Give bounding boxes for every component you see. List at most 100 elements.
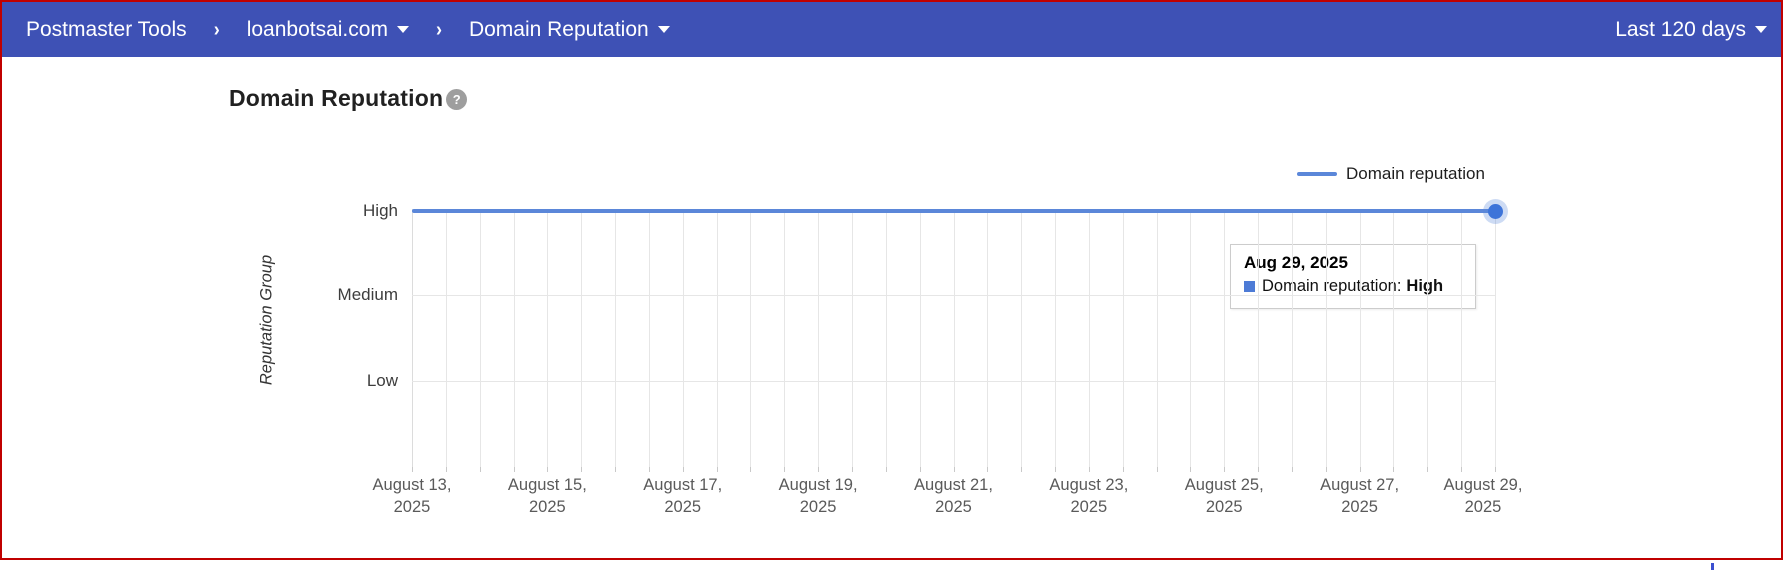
vertical-gridline bbox=[1021, 209, 1023, 467]
vertical-gridline bbox=[648, 209, 650, 467]
x-axis-tick bbox=[1021, 467, 1023, 472]
date-range-label: Last 120 days bbox=[1615, 17, 1746, 41]
vertical-gridline bbox=[1258, 209, 1260, 467]
x-axis-tick bbox=[919, 467, 921, 472]
vertical-gridline bbox=[479, 209, 481, 467]
x-axis-tick bbox=[513, 467, 515, 472]
x-axis-tick bbox=[682, 467, 684, 472]
x-axis-tick bbox=[1291, 467, 1293, 472]
vertical-gridline bbox=[885, 209, 887, 467]
vertical-gridline bbox=[716, 209, 718, 467]
domain-selector-label: loanbotsai.com bbox=[246, 17, 388, 41]
breadcrumb-separator-icon: › bbox=[435, 17, 442, 41]
x-axis-label: August 17, 2025 bbox=[643, 476, 723, 516]
x-axis-tick bbox=[1258, 467, 1260, 472]
breadcrumb-separator-icon: › bbox=[213, 17, 220, 41]
vertical-gridline bbox=[851, 209, 853, 467]
vertical-gridline bbox=[784, 209, 786, 467]
vertical-gridline bbox=[1122, 209, 1124, 467]
x-axis-tick bbox=[818, 467, 820, 472]
x-axis-tick bbox=[1461, 467, 1463, 472]
x-axis-tick bbox=[987, 467, 989, 472]
date-range-dropdown[interactable]: Last 120 days bbox=[1615, 18, 1767, 42]
vertical-gridline bbox=[1495, 209, 1496, 467]
y-axis-line bbox=[412, 209, 413, 467]
domain-selector-dropdown[interactable]: loanbotsai.com bbox=[247, 18, 409, 42]
x-axis-tick bbox=[1495, 467, 1496, 472]
x-axis-label: August 19, 2025 bbox=[778, 476, 858, 516]
legend-line-swatch bbox=[1297, 172, 1337, 176]
vertical-gridline bbox=[581, 209, 583, 467]
tooltip-date: Aug 29, 2025 bbox=[1244, 253, 1348, 272]
last-datapoint-dot bbox=[1488, 204, 1503, 219]
series-marker-icon bbox=[1244, 281, 1255, 292]
page-title-row: Domain Reputation ? bbox=[229, 85, 468, 112]
vertical-gridline bbox=[1224, 209, 1226, 467]
x-axis-tick bbox=[1359, 467, 1361, 472]
vertical-gridline bbox=[445, 209, 447, 467]
report-selector-label: Domain Reputation bbox=[468, 17, 649, 41]
report-selector-dropdown[interactable]: Domain Reputation bbox=[469, 18, 670, 42]
x-axis-tick bbox=[1122, 467, 1124, 472]
app-window: Postmaster Tools › loanbotsai.com › Doma… bbox=[0, 0, 1783, 560]
x-axis-tick bbox=[851, 467, 853, 472]
x-axis-label: August 21, 2025 bbox=[914, 476, 993, 516]
x-axis-label: August 29, 2025 bbox=[1443, 476, 1523, 516]
y-axis-label: Low bbox=[366, 371, 398, 390]
vertical-gridline bbox=[1325, 209, 1327, 467]
tooltip-series-row: Domain reputation: High bbox=[1244, 277, 1463, 296]
x-axis-tick bbox=[615, 467, 617, 472]
vertical-gridline bbox=[1461, 209, 1463, 467]
vertical-gridline bbox=[1055, 209, 1057, 467]
vertical-gridline bbox=[953, 209, 955, 467]
vertical-gridline bbox=[1427, 209, 1429, 467]
vertical-gridline bbox=[547, 209, 549, 467]
x-axis-tick bbox=[648, 467, 650, 472]
x-axis-tick bbox=[412, 467, 413, 472]
tooltip-series-label: Domain reputation: bbox=[1262, 277, 1402, 295]
breadcrumb-postmaster-tools[interactable]: Postmaster Tools bbox=[26, 18, 187, 42]
breadcrumb: Postmaster Tools › loanbotsai.com › Doma… bbox=[26, 17, 670, 42]
chevron-down-icon bbox=[396, 26, 409, 33]
x-axis-label: August 13, 2025 bbox=[372, 476, 452, 516]
x-axis-tick bbox=[1088, 467, 1090, 472]
x-axis-tick bbox=[445, 467, 447, 472]
help-icon[interactable]: ? bbox=[446, 89, 468, 110]
vertical-gridline bbox=[513, 209, 515, 467]
chart-legend: Domain reputation bbox=[1297, 164, 1485, 184]
x-axis-tick bbox=[784, 467, 786, 472]
x-axis-tick bbox=[953, 467, 955, 472]
x-axis-tick bbox=[1190, 467, 1192, 472]
top-navigation-bar: Postmaster Tools › loanbotsai.com › Doma… bbox=[2, 2, 1781, 57]
vertical-gridline bbox=[1156, 209, 1158, 467]
x-axis-label: August 23, 2025 bbox=[1049, 476, 1129, 516]
chevron-down-icon bbox=[1755, 26, 1767, 33]
horizontal-gridline bbox=[412, 381, 1495, 382]
vertical-gridline bbox=[615, 209, 617, 467]
page-title: Domain Reputation bbox=[229, 85, 444, 111]
vertical-gridline bbox=[987, 209, 989, 467]
legend-label: Domain reputation bbox=[1346, 164, 1485, 183]
x-axis-tick bbox=[547, 467, 549, 472]
vertical-gridline bbox=[1291, 209, 1293, 467]
x-axis-tick bbox=[1427, 467, 1429, 472]
x-axis-tick bbox=[479, 467, 481, 472]
y-axis-label: High bbox=[363, 201, 398, 220]
y-axis-label: Medium bbox=[337, 285, 398, 304]
vertical-gridline bbox=[818, 209, 820, 467]
x-axis-label: August 15, 2025 bbox=[507, 476, 587, 516]
chevron-down-icon bbox=[657, 26, 670, 33]
chart-tooltip: Aug 29, 2025 Domain reputation: High bbox=[1230, 244, 1476, 309]
x-axis-tick bbox=[1393, 467, 1395, 472]
app-title: Postmaster Tools bbox=[26, 17, 187, 41]
y-axis-title: Reputation Group bbox=[257, 254, 276, 386]
x-axis-tick bbox=[716, 467, 718, 472]
tooltip-value: High bbox=[1406, 277, 1444, 295]
x-axis-label: August 25, 2025 bbox=[1184, 476, 1264, 516]
text-cursor-artifact bbox=[1711, 563, 1714, 570]
x-axis-tick bbox=[885, 467, 887, 472]
horizontal-gridline bbox=[412, 295, 1495, 296]
domain-reputation-line bbox=[412, 209, 1495, 213]
x-axis-label: August 27, 2025 bbox=[1320, 476, 1400, 516]
vertical-gridline bbox=[1190, 209, 1192, 467]
